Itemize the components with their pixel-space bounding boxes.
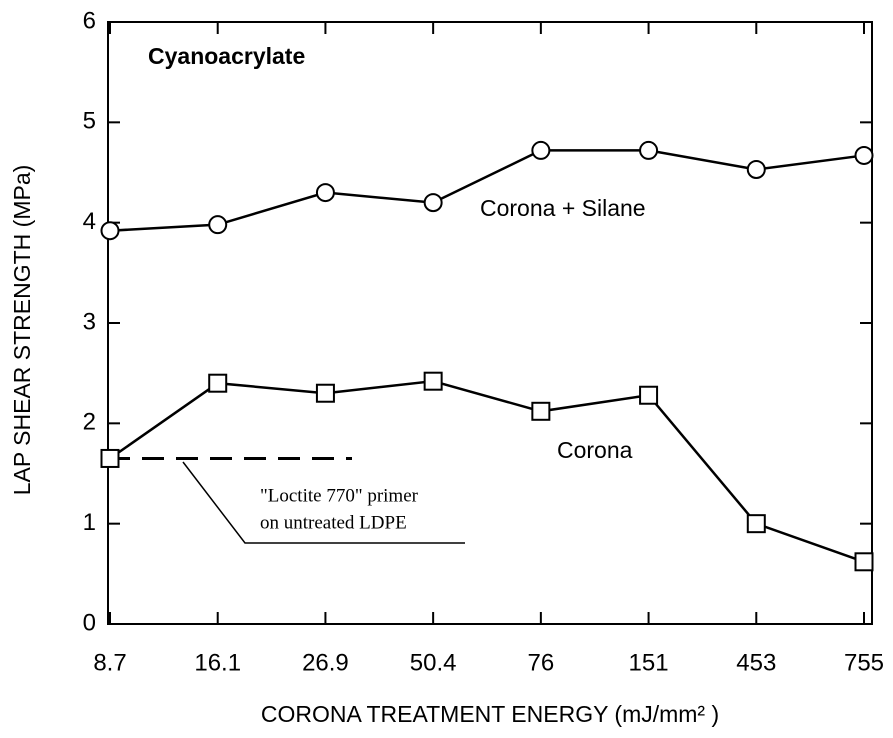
x-tick-label: 76 xyxy=(528,649,555,676)
marker xyxy=(423,193,443,213)
series-label: Corona + Silane xyxy=(480,195,646,221)
x-tick-label: 151 xyxy=(629,649,669,676)
annotation-leader xyxy=(182,461,465,544)
x-axis-label: CORONA TREATMENT ENERGY (mJ/mm² ) xyxy=(261,701,719,727)
y-tick-label: 0 xyxy=(83,609,96,636)
marker xyxy=(854,552,874,572)
y-axis-label: LAP SHEAR STRENGTH (MPa) xyxy=(9,165,35,496)
marker xyxy=(208,215,228,235)
marker xyxy=(100,448,120,468)
series-line xyxy=(109,379,865,563)
x-tick-label: 755 xyxy=(844,649,884,676)
y-tick-label: 2 xyxy=(83,409,96,436)
marker xyxy=(639,140,659,160)
x-tick-label: 16.1 xyxy=(194,649,241,676)
marker xyxy=(746,514,766,534)
plot-frame xyxy=(107,21,873,625)
annotation-text: on untreated LDPE xyxy=(260,512,407,533)
x-tick-label: 26.9 xyxy=(302,649,349,676)
y-tick-label: 4 xyxy=(83,208,96,235)
chart-title: Cyanoacrylate xyxy=(148,43,305,69)
y-tick-label: 5 xyxy=(83,108,96,135)
marker xyxy=(100,221,120,241)
marker xyxy=(531,140,551,160)
marker xyxy=(639,385,659,405)
y-tick-label: 1 xyxy=(83,509,96,536)
annotation-text: "Loctite 770" primer xyxy=(260,485,419,506)
y-tick-label: 6 xyxy=(83,7,96,34)
marker xyxy=(423,371,443,391)
x-tick-label: 50.4 xyxy=(410,649,457,676)
marker xyxy=(208,373,228,393)
marker xyxy=(315,383,335,403)
marker xyxy=(854,145,874,165)
series-line xyxy=(109,149,865,232)
marker xyxy=(315,183,335,203)
x-tick-label: 8.7 xyxy=(93,649,126,676)
marker xyxy=(531,401,551,421)
marker xyxy=(746,159,766,179)
y-tick-label: 3 xyxy=(83,308,96,335)
x-tick-label: 453 xyxy=(736,649,776,676)
series-label: Corona xyxy=(557,437,633,463)
